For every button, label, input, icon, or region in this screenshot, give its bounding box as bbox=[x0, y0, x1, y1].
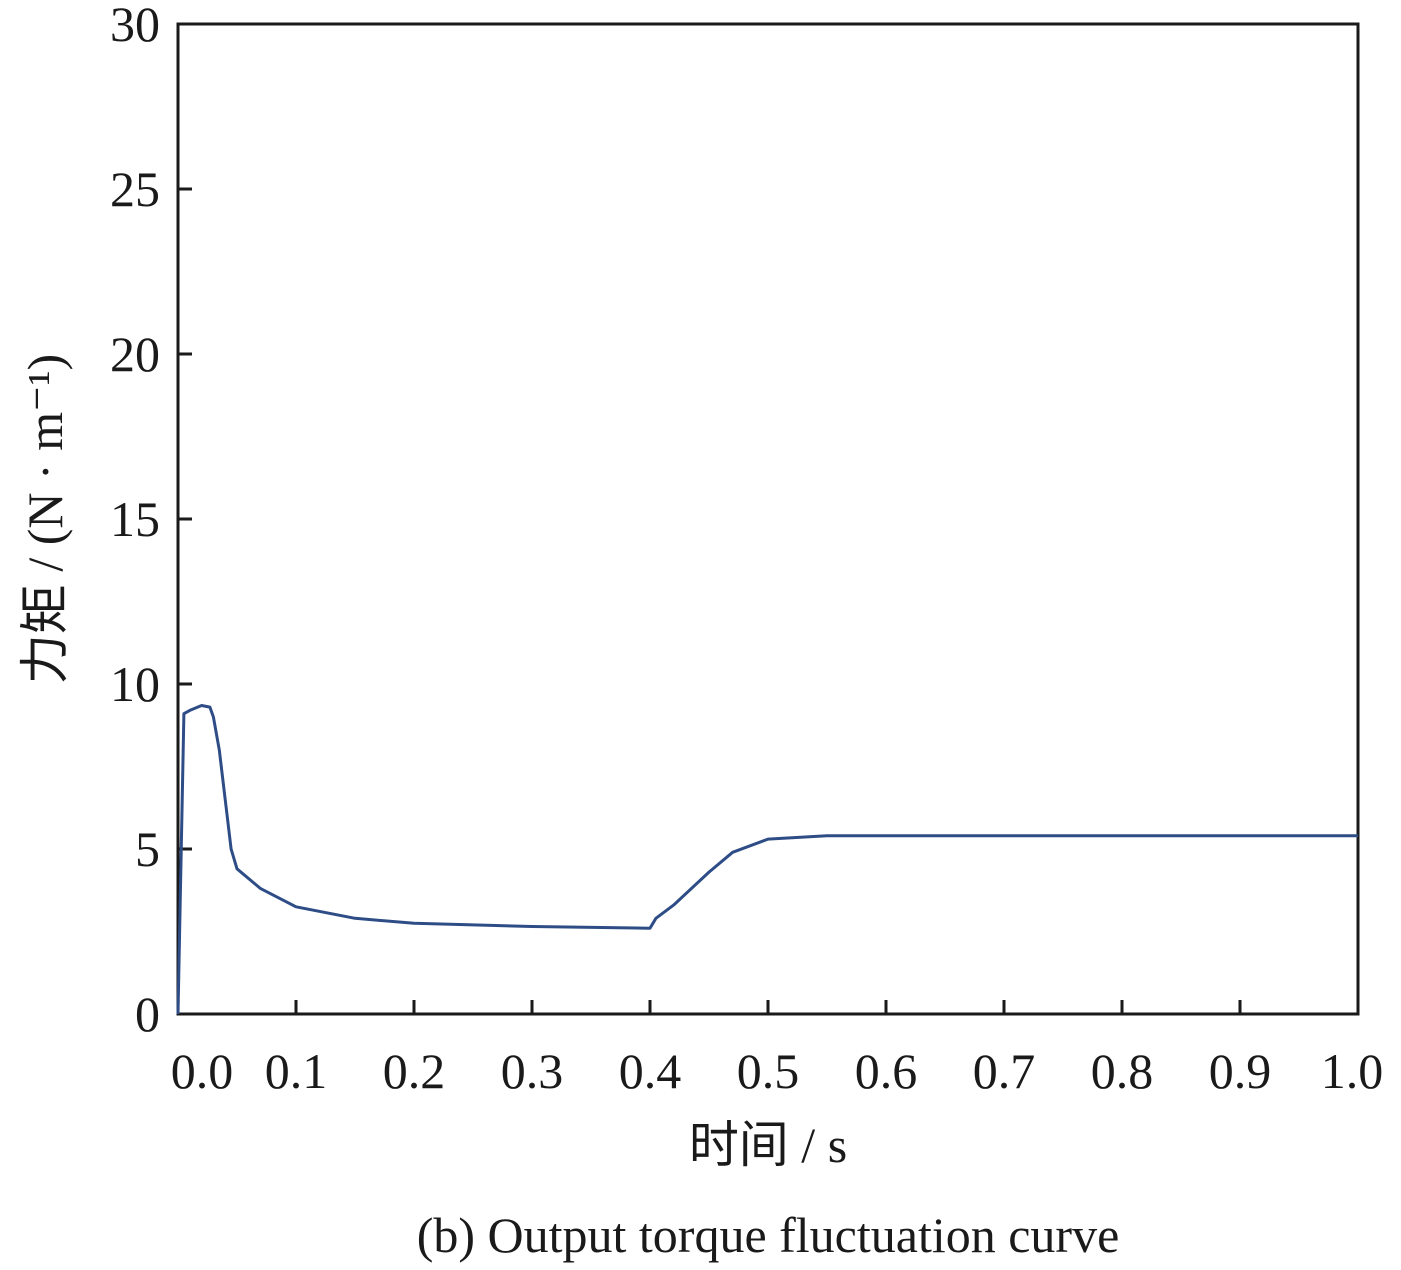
x-tick-label: 0.7 bbox=[973, 1043, 1036, 1099]
x-tick-label: 0.2 bbox=[383, 1043, 446, 1099]
x-tick-label: 0.6 bbox=[855, 1043, 918, 1099]
plot-frame bbox=[176, 22, 1360, 1016]
y-tick-label: 10 bbox=[110, 656, 160, 712]
y-axis-label: 力矩 / (N · m⁻¹) bbox=[17, 354, 73, 684]
x-tick-label: 0.9 bbox=[1209, 1043, 1272, 1099]
x-tick-label: 0.4 bbox=[619, 1043, 682, 1099]
y-tick-label: 25 bbox=[110, 161, 160, 217]
y-tick-label: 20 bbox=[110, 326, 160, 382]
x-tick-label: 0.3 bbox=[501, 1043, 564, 1099]
x-axis-label: 时间 / s bbox=[689, 1117, 847, 1173]
y-tick-label: 15 bbox=[110, 491, 160, 547]
y-tick-label: 0 bbox=[135, 986, 160, 1042]
x-tick-label: 0.5 bbox=[737, 1043, 800, 1099]
x-tick-label: 0.0 bbox=[171, 1043, 234, 1099]
x-tick-label: 0.1 bbox=[265, 1043, 328, 1099]
y-tick-label: 5 bbox=[135, 821, 160, 877]
x-tick-label: 1.0 bbox=[1321, 1043, 1384, 1099]
x-tick-label: 0.8 bbox=[1091, 1043, 1154, 1099]
y-tick-label: 30 bbox=[110, 0, 160, 52]
line-series bbox=[176, 704, 1358, 1015]
caption: (b) Output torque fluctuation curve bbox=[417, 1207, 1120, 1263]
